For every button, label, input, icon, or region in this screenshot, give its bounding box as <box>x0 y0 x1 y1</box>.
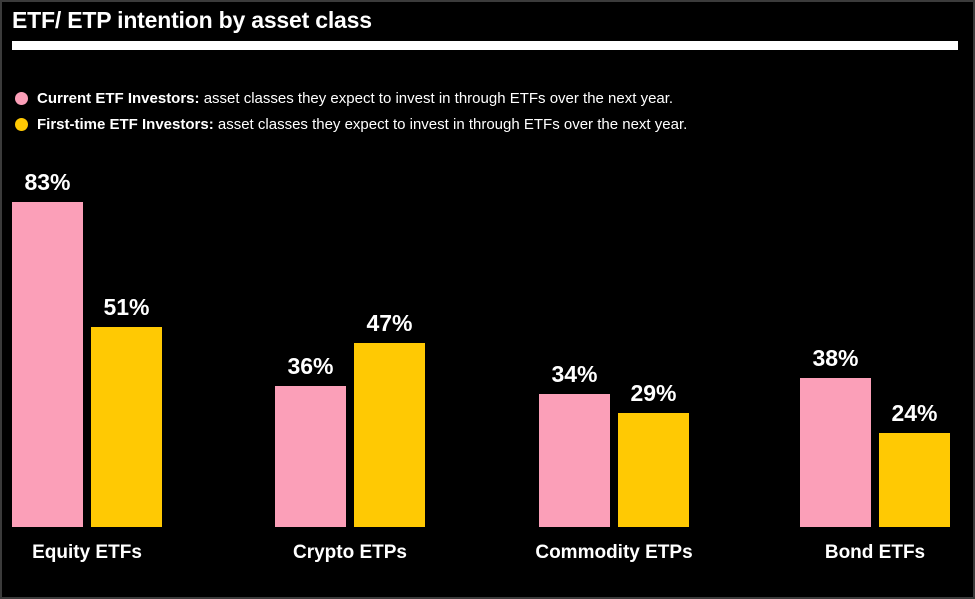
bar-equity-etfs-current-etf-investors <box>12 202 83 527</box>
legend: Current ETF Investors: asset classes the… <box>15 85 687 137</box>
category-label-equity-etfs: Equity ETFs <box>32 542 142 563</box>
bar-commodity-etps-first-time-etf-investors <box>618 413 689 527</box>
value-label-bond-etfs-current-etf-investors: 38% <box>812 345 859 371</box>
bar-crypto-etps-first-time-etf-investors <box>354 343 425 527</box>
value-label-equity-etfs-current-etf-investors: 83% <box>24 169 71 195</box>
legend-item-firsttime: First-time ETF Investors: asset classes … <box>15 111 687 137</box>
value-label-crypto-etps-first-time-etf-investors: 47% <box>366 310 413 336</box>
category-label-crypto-etps: Crypto ETPs <box>292 542 408 563</box>
pink-dot-icon <box>15 91 28 105</box>
bar-commodity-etps-current-etf-investors <box>539 394 610 527</box>
page-title: ETF/ ETP intention by asset class <box>12 7 372 33</box>
bar-equity-etfs-first-time-etf-investors <box>91 327 162 527</box>
yellow-dot-icon <box>15 117 28 131</box>
value-label-commodity-etps-current-etf-investors: 34% <box>551 361 598 387</box>
legend-label-current: Current ETF Investors: <box>37 89 200 107</box>
value-label-bond-etfs-first-time-etf-investors: 24% <box>891 400 938 426</box>
legend-item-current: Current ETF Investors: asset classes the… <box>15 85 687 111</box>
category-label-bond-etfs: Bond ETFs <box>824 542 926 563</box>
legend-desc-firsttime: asset classes they expect to invest in t… <box>213 115 688 133</box>
legend-label-firsttime: First-time ETF Investors: <box>37 115 214 133</box>
bar-crypto-etps-current-etf-investors <box>275 386 346 527</box>
bar-bond-etfs-current-etf-investors <box>800 378 871 527</box>
value-label-equity-etfs-first-time-etf-investors: 51% <box>103 294 150 320</box>
bar-bond-etfs-first-time-etf-investors <box>879 433 950 527</box>
legend-desc-current: asset classes they expect to invest in t… <box>199 89 674 107</box>
value-label-commodity-etps-first-time-etf-investors: 29% <box>630 380 677 406</box>
title-underline <box>12 41 958 50</box>
category-label-commodity-etps: Commodity ETPs <box>535 542 693 563</box>
value-label-crypto-etps-current-etf-investors: 36% <box>287 353 334 379</box>
